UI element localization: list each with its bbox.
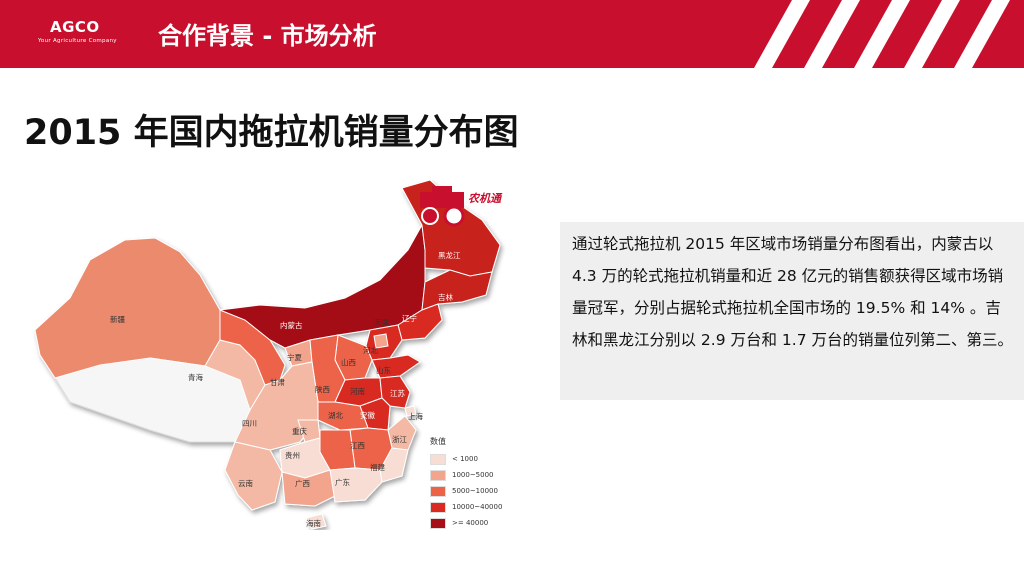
logo-tagline: Your Agriculture Company (38, 38, 117, 44)
region-zhejiang (387, 415, 417, 451)
legend-swatch (430, 485, 446, 497)
label-ningxia: 宁夏 (287, 352, 302, 362)
label-guizhou: 贵州 (285, 450, 300, 460)
legend-label: >= 40000 (452, 519, 489, 527)
legend-title: 数值 (430, 437, 446, 446)
legend-item: 5000~10000 (430, 483, 512, 499)
region-tianjin (373, 333, 389, 349)
legend-item: 1000~5000 (430, 467, 512, 483)
label-hubei: 湖北 (328, 411, 343, 420)
header-bar: AGCO Your Agriculture Company 合作背景 - 市场分… (0, 0, 1024, 68)
header-stripes-decoration (754, 0, 1010, 68)
label-jiangsu: 江苏 (390, 388, 405, 398)
label-jilin: 吉林 (438, 292, 453, 302)
legend-label: 5000~10000 (452, 487, 498, 495)
label-fujian: 福建 (370, 462, 385, 472)
legend-item: 10000~40000 (430, 499, 512, 515)
label-anhui: 安徽 (360, 410, 375, 420)
description-text: 通过轮式拖拉机 2015 年区域市场销量分布图看出，内蒙古以 4.3 万的轮式拖… (572, 235, 1014, 349)
region-xinjiang (34, 237, 221, 379)
label-hebei: 河北 (363, 346, 378, 355)
legend-label: 1000~5000 (452, 471, 494, 479)
region-shanghai (404, 405, 417, 417)
legend-swatch (430, 501, 446, 513)
label-heilongjiang: 黑龙江 (438, 250, 461, 260)
region-jilin (421, 269, 493, 311)
map-legend: 数值 < 1000 1000~5000 5000~10000 10000~400… (430, 436, 512, 531)
region-yunnan (224, 441, 283, 511)
legend-swatch (430, 517, 446, 529)
legend-item: < 1000 (430, 451, 512, 467)
label-zhejiang: 浙江 (392, 434, 407, 444)
label-qinghai: 青海 (188, 372, 203, 382)
label-shaanxi: 陕西 (315, 384, 330, 394)
label-shanxi: 山西 (341, 357, 356, 367)
region-hainan (305, 513, 327, 530)
label-jiangxi: 江西 (350, 441, 365, 450)
legend-swatch (430, 469, 446, 481)
label-liaoning: 辽宁 (402, 313, 417, 323)
legend-item: >= 40000 (430, 515, 512, 531)
legend-swatch (430, 453, 446, 465)
label-shandong: 山东 (376, 365, 391, 375)
label-tianjin: 天津 (374, 318, 389, 327)
label-chongqing: 重庆 (292, 426, 307, 436)
label-henan: 河南 (350, 386, 365, 396)
label-hainan: 海南 (306, 518, 321, 528)
page-title: 2015 年国内拖拉机销量分布图 (24, 113, 519, 153)
legend-label: < 1000 (452, 455, 478, 463)
region-guangdong (329, 467, 383, 503)
label-guangxi: 广西 (295, 478, 310, 488)
label-guangdong: 广东 (335, 477, 350, 487)
watermark-text: 农机通 (468, 192, 503, 205)
nongjitong-watermark: 农机通 (420, 186, 503, 227)
label-yunnan: 云南 (238, 478, 253, 488)
description-box: 通过轮式拖拉机 2015 年区域市场销量分布图看出，内蒙古以 4.3 万的轮式拖… (560, 222, 1024, 400)
label-xinjiang: 新疆 (110, 314, 125, 324)
label-gansu: 甘肃 (270, 377, 285, 387)
header-title: 合作背景 - 市场分析 (158, 22, 377, 50)
label-sichuan: 四川 (242, 419, 257, 428)
agco-logo: AGCO Your Agriculture Company (36, 14, 118, 54)
label-inner-mongolia: 内蒙古 (280, 320, 303, 330)
label-shanghai: 上海 (408, 411, 423, 421)
logo-text: AGCO (50, 18, 100, 36)
legend-label: 10000~40000 (452, 503, 503, 511)
